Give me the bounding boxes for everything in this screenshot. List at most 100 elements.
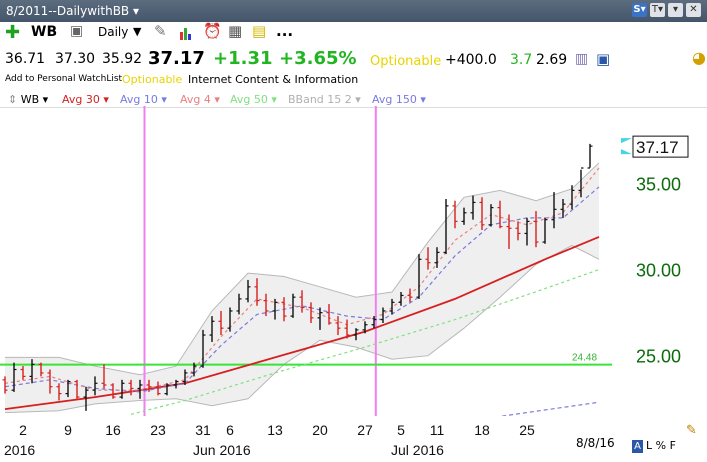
ohlc-bar-2 — [20, 366, 26, 380]
legend-wb-label: WB — [20, 93, 40, 106]
ohlc-bar-11 — [101, 364, 107, 389]
ohlc-bar-41 — [371, 316, 377, 329]
quote-open: 36.71 — [5, 51, 46, 67]
ohlc-bar-49 — [443, 199, 449, 255]
ohlc-bar-22 — [200, 329, 206, 368]
bband-upper-line — [5, 162, 600, 376]
ohlc-bar-64 — [578, 167, 584, 198]
legend-bband[interactable]: BBand 15 2 ▾ — [288, 93, 361, 106]
legend-wb[interactable]: ⇕ WB ▾ — [8, 93, 49, 106]
ohlc-bar-24 — [218, 310, 224, 336]
ohlc-bar-25 — [227, 307, 233, 332]
legend-avg50[interactable]: Avg 50 ▾ — [230, 93, 277, 106]
ohlc-bar-26 — [236, 293, 242, 315]
x-tick-label: 25 — [519, 422, 535, 438]
ohlc-bar-65 — [587, 143, 593, 169]
more-button[interactable]: ... — [276, 22, 294, 40]
price-chart[interactable]: 24.48 35.00 30.00 25.00 37.17 2 9 16 23 31 6 13 20 2… — [0, 106, 707, 462]
note-icon[interactable]: ▤ — [252, 22, 267, 40]
legend-avg30[interactable]: Avg 30 ▾ — [62, 93, 109, 106]
legend-bband-label: BBand 15 2 — [288, 93, 352, 106]
ohlc-bar-4 — [38, 362, 44, 377]
ohlc-bar-6 — [56, 383, 62, 401]
ohlc-bar-16 — [146, 379, 152, 392]
x-tick-label: 18 — [474, 422, 490, 438]
toolbar: ✚ WB ▣ Daily ▼ ✎ ⏰ ▦ ▤ ... — [0, 22, 707, 44]
ohlc-bar-23 — [209, 316, 215, 342]
quote-last: 37.17 — [148, 48, 205, 69]
ohlc-bar-3 — [29, 359, 35, 384]
window-title: 8/2011--DailywithBB ▾ — [6, 4, 140, 18]
t-menu-button[interactable]: T▾ — [650, 3, 665, 17]
period-select[interactable]: Daily — [98, 25, 129, 39]
status-date: 8/8/16 — [576, 436, 615, 450]
watchlist-link[interactable]: Add to Personal WatchList — [5, 74, 123, 84]
legend-avg10[interactable]: Avg 10 ▾ — [120, 93, 167, 106]
info-bar: Add to Personal WatchList Optionable Int… — [0, 73, 707, 88]
x-tick-label: 5 — [397, 422, 405, 438]
x-tick-label: 20 — [312, 422, 328, 438]
ohlc-bar-17 — [155, 381, 161, 396]
ohlc-bar-62 — [560, 199, 566, 218]
quote-change: +1.31 — [213, 48, 273, 69]
ohlc-bar-20 — [182, 369, 188, 385]
optionable-badge: Optionable — [122, 73, 183, 86]
quote-change-pct: +3.65% — [279, 48, 357, 69]
save-icon[interactable]: ▣ — [596, 50, 611, 68]
ohlc-bar-43 — [389, 298, 395, 315]
legend-avg50-label: Avg 50 — [230, 93, 268, 106]
legend-avg150-label: Avg 150 — [372, 93, 417, 106]
x-tick-label: 11 — [430, 422, 445, 438]
edit-icon[interactable]: ✎ — [686, 423, 697, 438]
symbol-label[interactable]: WB — [31, 24, 58, 40]
ohlc-bar-33 — [299, 290, 305, 313]
quote-low: 35.92 — [102, 51, 143, 67]
close-button[interactable]: ✕ — [686, 3, 701, 17]
clock-icon[interactable]: ⏰ — [203, 22, 222, 40]
bar-chart-icon[interactable] — [180, 26, 191, 40]
dropdown-button[interactable]: ▾ — [668, 3, 683, 17]
legend-avg10-label: Avg 10 — [120, 93, 158, 106]
ohlc-bar-34 — [308, 302, 314, 323]
ohlc-bar-28 — [254, 278, 260, 306]
ohlc-bar-53 — [479, 197, 485, 230]
tool-a-button[interactable]: A — [632, 440, 643, 453]
ohlc-bar-21 — [191, 362, 197, 377]
x-tick-label: 27 — [357, 422, 373, 438]
ohlc-bar-19 — [173, 379, 179, 389]
ohlc-bar-55 — [497, 200, 503, 229]
ohlc-bar-10 — [92, 376, 98, 396]
ohlc-bar-30 — [272, 298, 278, 320]
indicator-legend: ⇕ WB ▾ Avg 30 ▾ Avg 10 ▾ Avg 4 ▾ Avg 50 … — [0, 91, 707, 108]
ohlc-bar-36 — [326, 304, 332, 325]
chevron-down-icon[interactable]: ▼ — [133, 25, 142, 38]
s-menu-button[interactable]: S▾ — [632, 3, 647, 17]
volume-change: +400.0 — [445, 52, 497, 68]
support-line-label: 24.48 — [572, 353, 597, 364]
ohlc-bar-14 — [128, 379, 134, 396]
price-label-box — [632, 135, 689, 158]
chart-tools[interactable]: L % F — [646, 439, 676, 452]
ohlc-bar-38 — [344, 319, 350, 339]
database-icon[interactable]: ▥ — [575, 51, 589, 67]
palette-icon[interactable]: ◕ — [692, 48, 706, 67]
x-tick-label: 23 — [150, 422, 166, 438]
ohlc-bar-13 — [119, 379, 125, 399]
month-label: Jul 2016 — [391, 442, 444, 458]
ohlc-bar-63 — [569, 185, 575, 210]
legend-avg150[interactable]: Avg 150 ▾ — [372, 93, 426, 106]
quote-bar: 36.71 37.30 35.92 37.17 +1.31 +3.65% Opt… — [0, 46, 707, 74]
ohlc-bar-18 — [164, 383, 170, 396]
x-tick-label: 6 — [226, 422, 234, 438]
tools-icon[interactable]: ✎ — [154, 22, 167, 40]
y-tick-label: 30.00 — [636, 261, 681, 281]
grid-icon[interactable]: ▦ — [228, 22, 243, 40]
y-tick-label: 25.00 — [636, 347, 681, 367]
ohlc-bar-7 — [65, 379, 71, 398]
print-icon[interactable]: ▣ — [70, 23, 84, 39]
add-icon[interactable]: ✚ — [5, 22, 21, 43]
month-label: 2016 — [4, 442, 35, 458]
legend-avg4[interactable]: Avg 4 ▾ — [180, 93, 220, 106]
ohlc-bar-60 — [542, 217, 548, 244]
ohlc-bar-29 — [263, 293, 269, 317]
